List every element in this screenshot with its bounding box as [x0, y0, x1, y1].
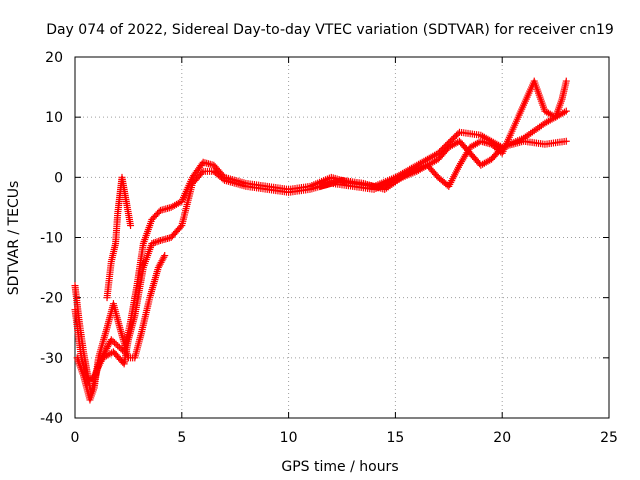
axes: 0 5 10 15 20 25 -40 -30 -20 -10 0 10 20 — [40, 50, 618, 446]
data-point — [150, 239, 158, 247]
x-axis-label: GPS time / hours — [281, 459, 398, 475]
y-tick-label: -20 — [40, 291, 63, 307]
data-point — [112, 340, 120, 348]
data-point — [449, 134, 457, 142]
data-point — [452, 131, 460, 139]
grid — [75, 57, 609, 418]
series-track-2 — [71, 137, 570, 386]
data-point — [127, 221, 135, 229]
series-track-4 — [103, 173, 135, 302]
data-points — [71, 77, 570, 404]
y-axis-label: SDTVAR / TECUs — [6, 181, 22, 296]
data-point — [107, 336, 115, 344]
data-point — [117, 345, 125, 353]
data-point — [198, 169, 206, 177]
y-tick-label: 10 — [45, 110, 63, 126]
y-tick-label: -30 — [40, 351, 63, 367]
y-tick-label: 20 — [45, 50, 63, 66]
data-point — [198, 160, 206, 168]
data-point — [111, 339, 119, 347]
series-track-5 — [317, 77, 570, 193]
data-point — [562, 77, 570, 85]
y-tick-label: -10 — [40, 231, 63, 247]
x-tick-label: 15 — [386, 430, 404, 446]
x-tick-label: 25 — [600, 430, 618, 446]
series-track-1 — [71, 107, 570, 398]
data-point — [160, 253, 168, 261]
x-tick-label: 0 — [71, 430, 80, 446]
data-point — [562, 137, 570, 145]
series-track-3 — [73, 252, 169, 404]
data-point — [451, 133, 459, 141]
data-point — [109, 337, 117, 345]
data-point — [153, 238, 161, 246]
y-tick-label: 0 — [54, 170, 63, 186]
data-point — [161, 252, 169, 260]
x-tick-label: 10 — [280, 430, 298, 446]
x-tick-label: 20 — [493, 430, 511, 446]
x-tick-label: 5 — [177, 430, 186, 446]
data-point — [562, 107, 570, 115]
data-point — [155, 237, 163, 245]
data-point — [176, 223, 184, 231]
y-tick-label: -40 — [40, 411, 63, 427]
data-point — [454, 130, 462, 138]
data-point — [148, 240, 156, 248]
data-point — [114, 342, 122, 350]
chart-title: Day 074 of 2022, Sidereal Day-to-day VTE… — [46, 22, 614, 38]
data-point — [151, 238, 159, 246]
